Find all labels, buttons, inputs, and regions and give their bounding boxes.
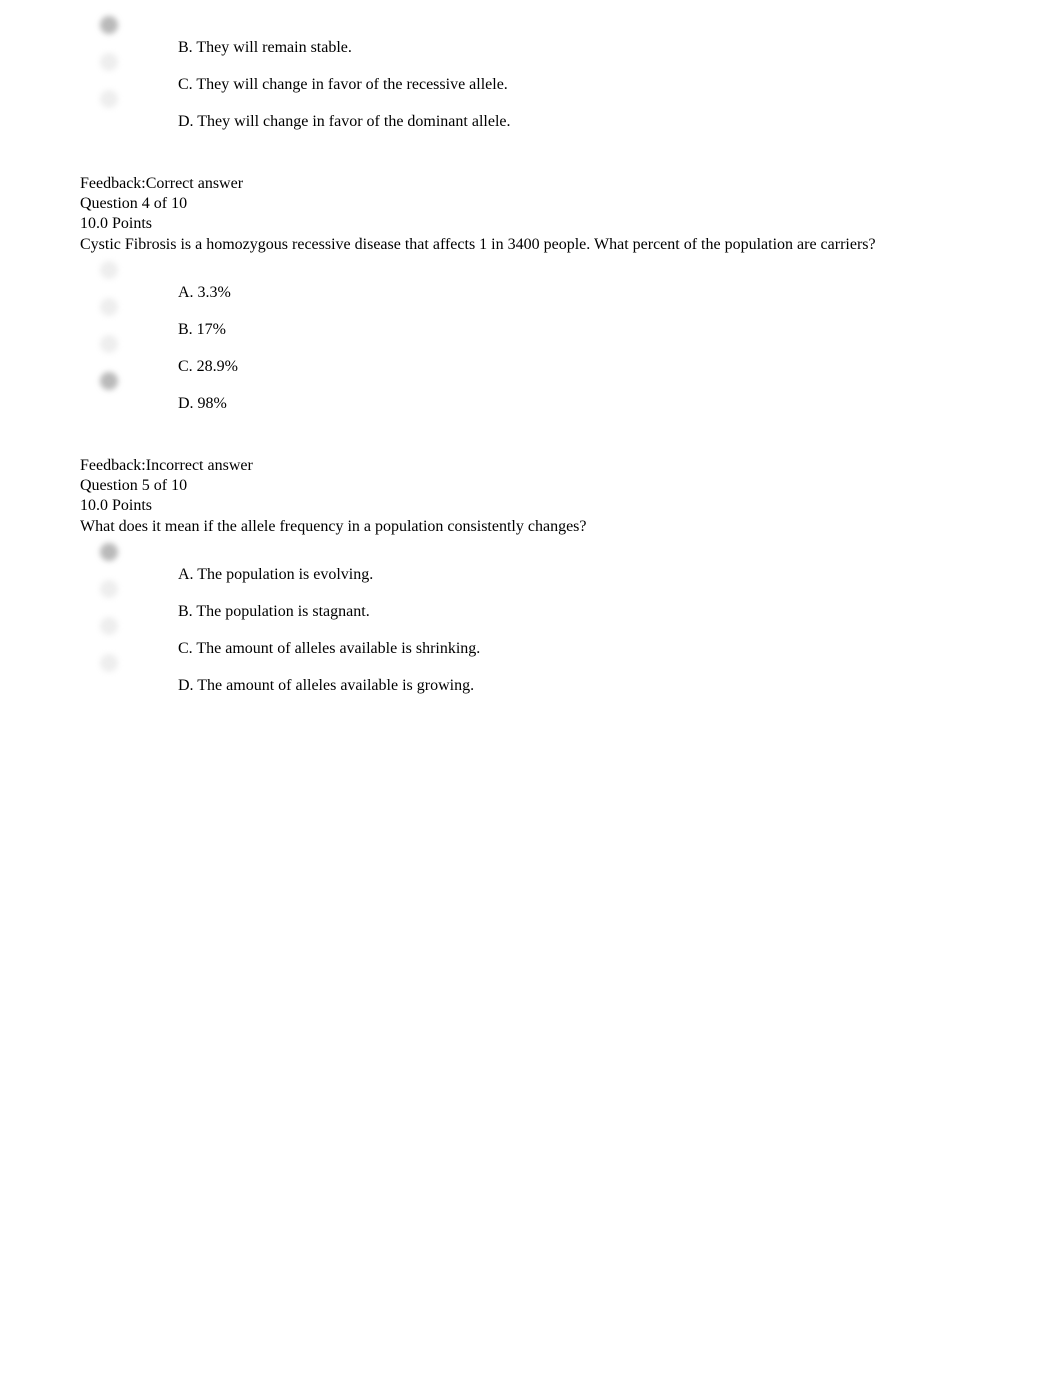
- q5-text: What does it mean if the allele frequenc…: [80, 517, 982, 537]
- bullet-icon: [150, 357, 178, 359]
- q4-option-a[interactable]: A. 3.3%: [100, 283, 982, 302]
- radio-unselected-icon: [100, 261, 118, 279]
- bullet-icon: [150, 639, 178, 641]
- radio-selected-icon: [100, 372, 118, 390]
- q3-option-b[interactable]: B. They will remain stable.: [100, 38, 982, 57]
- radio-selected-icon: [100, 16, 118, 34]
- radio-unselected-icon: [100, 53, 118, 71]
- bullet-icon: [150, 38, 178, 40]
- option-label: C. 28.9%: [178, 357, 238, 376]
- q4-option-b[interactable]: B. 17%: [100, 320, 982, 339]
- option-label: A. The population is evolving.: [178, 565, 373, 584]
- q4-points: 10.0 Points: [80, 215, 982, 233]
- option-label: B. They will remain stable.: [178, 38, 352, 57]
- radio-unselected-icon: [100, 617, 118, 635]
- radio-unselected-icon: [100, 335, 118, 353]
- option-label: D. They will change in favor of the domi…: [178, 112, 511, 131]
- radio-unselected-icon: [100, 580, 118, 598]
- q4-feedback: Feedback:Incorrect answer: [80, 457, 982, 475]
- option-label: B. 17%: [178, 320, 226, 339]
- bullet-icon: [150, 602, 178, 604]
- q5-points: 10.0 Points: [80, 497, 982, 515]
- q3-option-c[interactable]: C. They will change in favor of the rece…: [100, 75, 982, 94]
- bullet-icon: [150, 676, 178, 678]
- option-label: C. The amount of alleles available is sh…: [178, 639, 480, 658]
- option-label: D. 98%: [178, 394, 227, 413]
- q5-option-b[interactable]: B. The population is stagnant.: [100, 602, 982, 621]
- radio-unselected-icon: [100, 298, 118, 316]
- option-label: C. They will change in favor of the rece…: [178, 75, 508, 94]
- q4-header: Question 4 of 10: [80, 195, 982, 213]
- q4-option-c[interactable]: C. 28.9%: [100, 357, 982, 376]
- q5-options-block: A. The population is evolving. B. The po…: [100, 565, 982, 695]
- bullet-icon: [150, 75, 178, 77]
- bullet-icon: [150, 565, 178, 567]
- option-label: D. The amount of alleles available is gr…: [178, 676, 474, 695]
- radio-unselected-icon: [100, 654, 118, 672]
- q4-text: Cystic Fibrosis is a homozygous recessiv…: [80, 235, 982, 255]
- option-label: A. 3.3%: [178, 283, 231, 302]
- bullet-icon: [150, 394, 178, 396]
- q3-feedback: Feedback:Correct answer: [80, 175, 982, 193]
- bullet-icon: [150, 320, 178, 322]
- q5-header: Question 5 of 10: [80, 477, 982, 495]
- bullet-icon: [150, 283, 178, 285]
- q4-option-d[interactable]: D. 98%: [100, 394, 982, 413]
- bullet-icon: [150, 112, 178, 114]
- q4-options-block: A. 3.3% B. 17% C. 28.9% D. 98%: [100, 283, 982, 413]
- q5-option-d[interactable]: D. The amount of alleles available is gr…: [100, 676, 982, 695]
- q5-option-a[interactable]: A. The population is evolving.: [100, 565, 982, 584]
- option-label: B. The population is stagnant.: [178, 602, 370, 621]
- q3-option-d[interactable]: D. They will change in favor of the domi…: [100, 112, 982, 131]
- q5-option-c[interactable]: C. The amount of alleles available is sh…: [100, 639, 982, 658]
- radio-selected-icon: [100, 543, 118, 561]
- q3-options-block: B. They will remain stable. C. They will…: [100, 38, 982, 131]
- radio-unselected-icon: [100, 90, 118, 108]
